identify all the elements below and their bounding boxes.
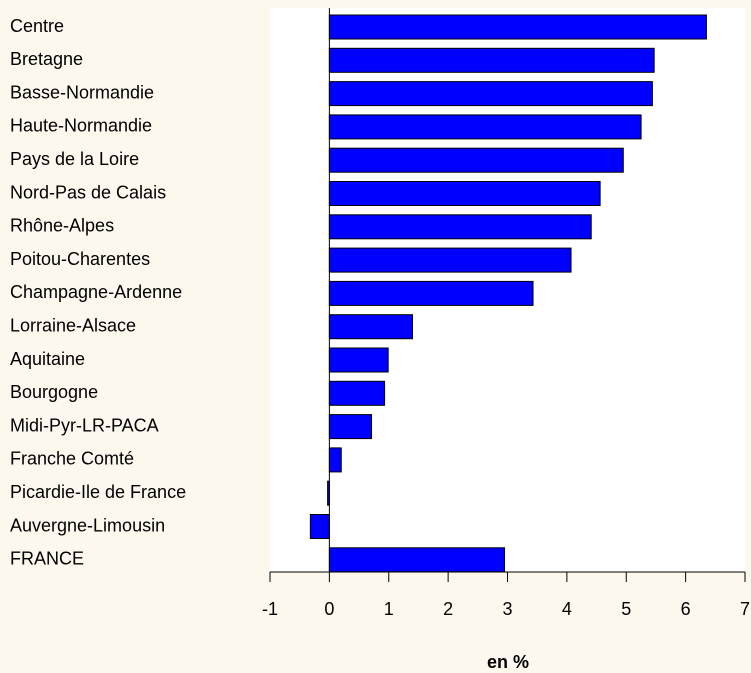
- category-label: Haute-Normandie: [10, 116, 152, 136]
- bar: [328, 114, 642, 140]
- bar: [328, 380, 386, 406]
- category-label: Rhône-Alpes: [10, 216, 114, 236]
- bar: [328, 414, 373, 440]
- category-label: Lorraine-Alsace: [10, 315, 136, 335]
- x-tick-label: 7: [740, 599, 750, 619]
- bar: [328, 14, 707, 40]
- x-tick-label: -1: [262, 599, 278, 619]
- bar: [328, 81, 653, 107]
- category-label: Aquitaine: [10, 349, 85, 369]
- bar: [309, 514, 330, 539]
- x-tick-label: 3: [502, 599, 512, 619]
- category-label: Nord-Pas de Calais: [10, 182, 166, 202]
- x-tick-label: 5: [621, 599, 631, 619]
- category-label: Picardie-Ile de France: [10, 482, 186, 502]
- category-label: Poitou-Charentes: [10, 249, 150, 269]
- category-label: Bourgogne: [10, 382, 98, 402]
- bar: [328, 247, 572, 273]
- category-label: Midi-Pyr-LR-PACA: [10, 415, 159, 435]
- x-axis-label: en %: [487, 652, 529, 672]
- category-label: Centre: [10, 16, 64, 36]
- bar: [328, 314, 413, 340]
- x-tick-label: 0: [324, 599, 334, 619]
- category-label: Pays de la Loire: [10, 149, 139, 169]
- category-label: Bretagne: [10, 49, 83, 69]
- category-label: Basse-Normandie: [10, 82, 154, 102]
- x-tick-label: 1: [384, 599, 394, 619]
- bar: [328, 181, 601, 206]
- x-tick-label: 4: [562, 599, 572, 619]
- bar: [328, 47, 655, 73]
- category-label: FRANCE: [10, 549, 84, 569]
- bar: [328, 147, 624, 173]
- category-label: Auvergne-Limousin: [10, 515, 165, 535]
- bar: [328, 547, 506, 573]
- x-tick-label: 2: [443, 599, 453, 619]
- x-tick-label: 6: [681, 599, 691, 619]
- bar: [328, 447, 342, 473]
- category-label: Champagne-Ardenne: [10, 282, 182, 302]
- category-label: Franche Comté: [10, 449, 134, 469]
- bar: [328, 280, 534, 306]
- bar: [328, 347, 389, 373]
- bar: [328, 214, 592, 240]
